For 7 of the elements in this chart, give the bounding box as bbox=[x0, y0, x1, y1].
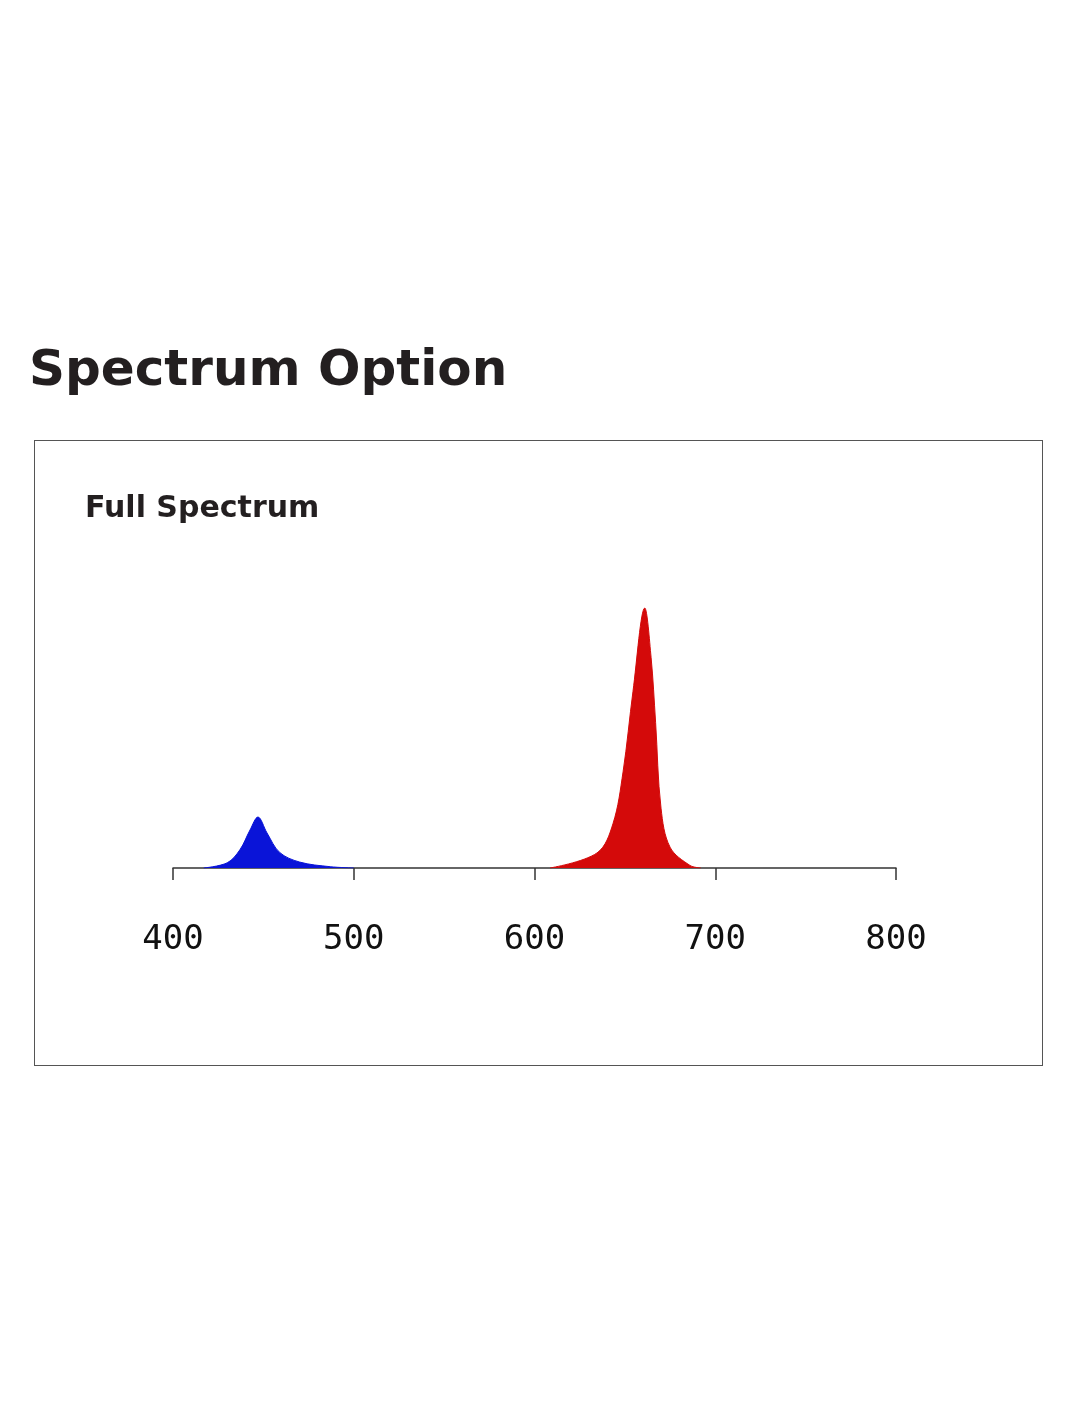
x-tick-label: 700 bbox=[684, 917, 746, 957]
x-tick-label: 800 bbox=[865, 917, 927, 957]
chart-title: Spectrum Option bbox=[29, 339, 508, 397]
x-tick-label: 400 bbox=[142, 917, 204, 957]
x-tick-label: 600 bbox=[503, 917, 566, 957]
chart-subtitle: Full Spectrum bbox=[85, 488, 320, 524]
x-tick-label: 500 bbox=[323, 917, 385, 957]
